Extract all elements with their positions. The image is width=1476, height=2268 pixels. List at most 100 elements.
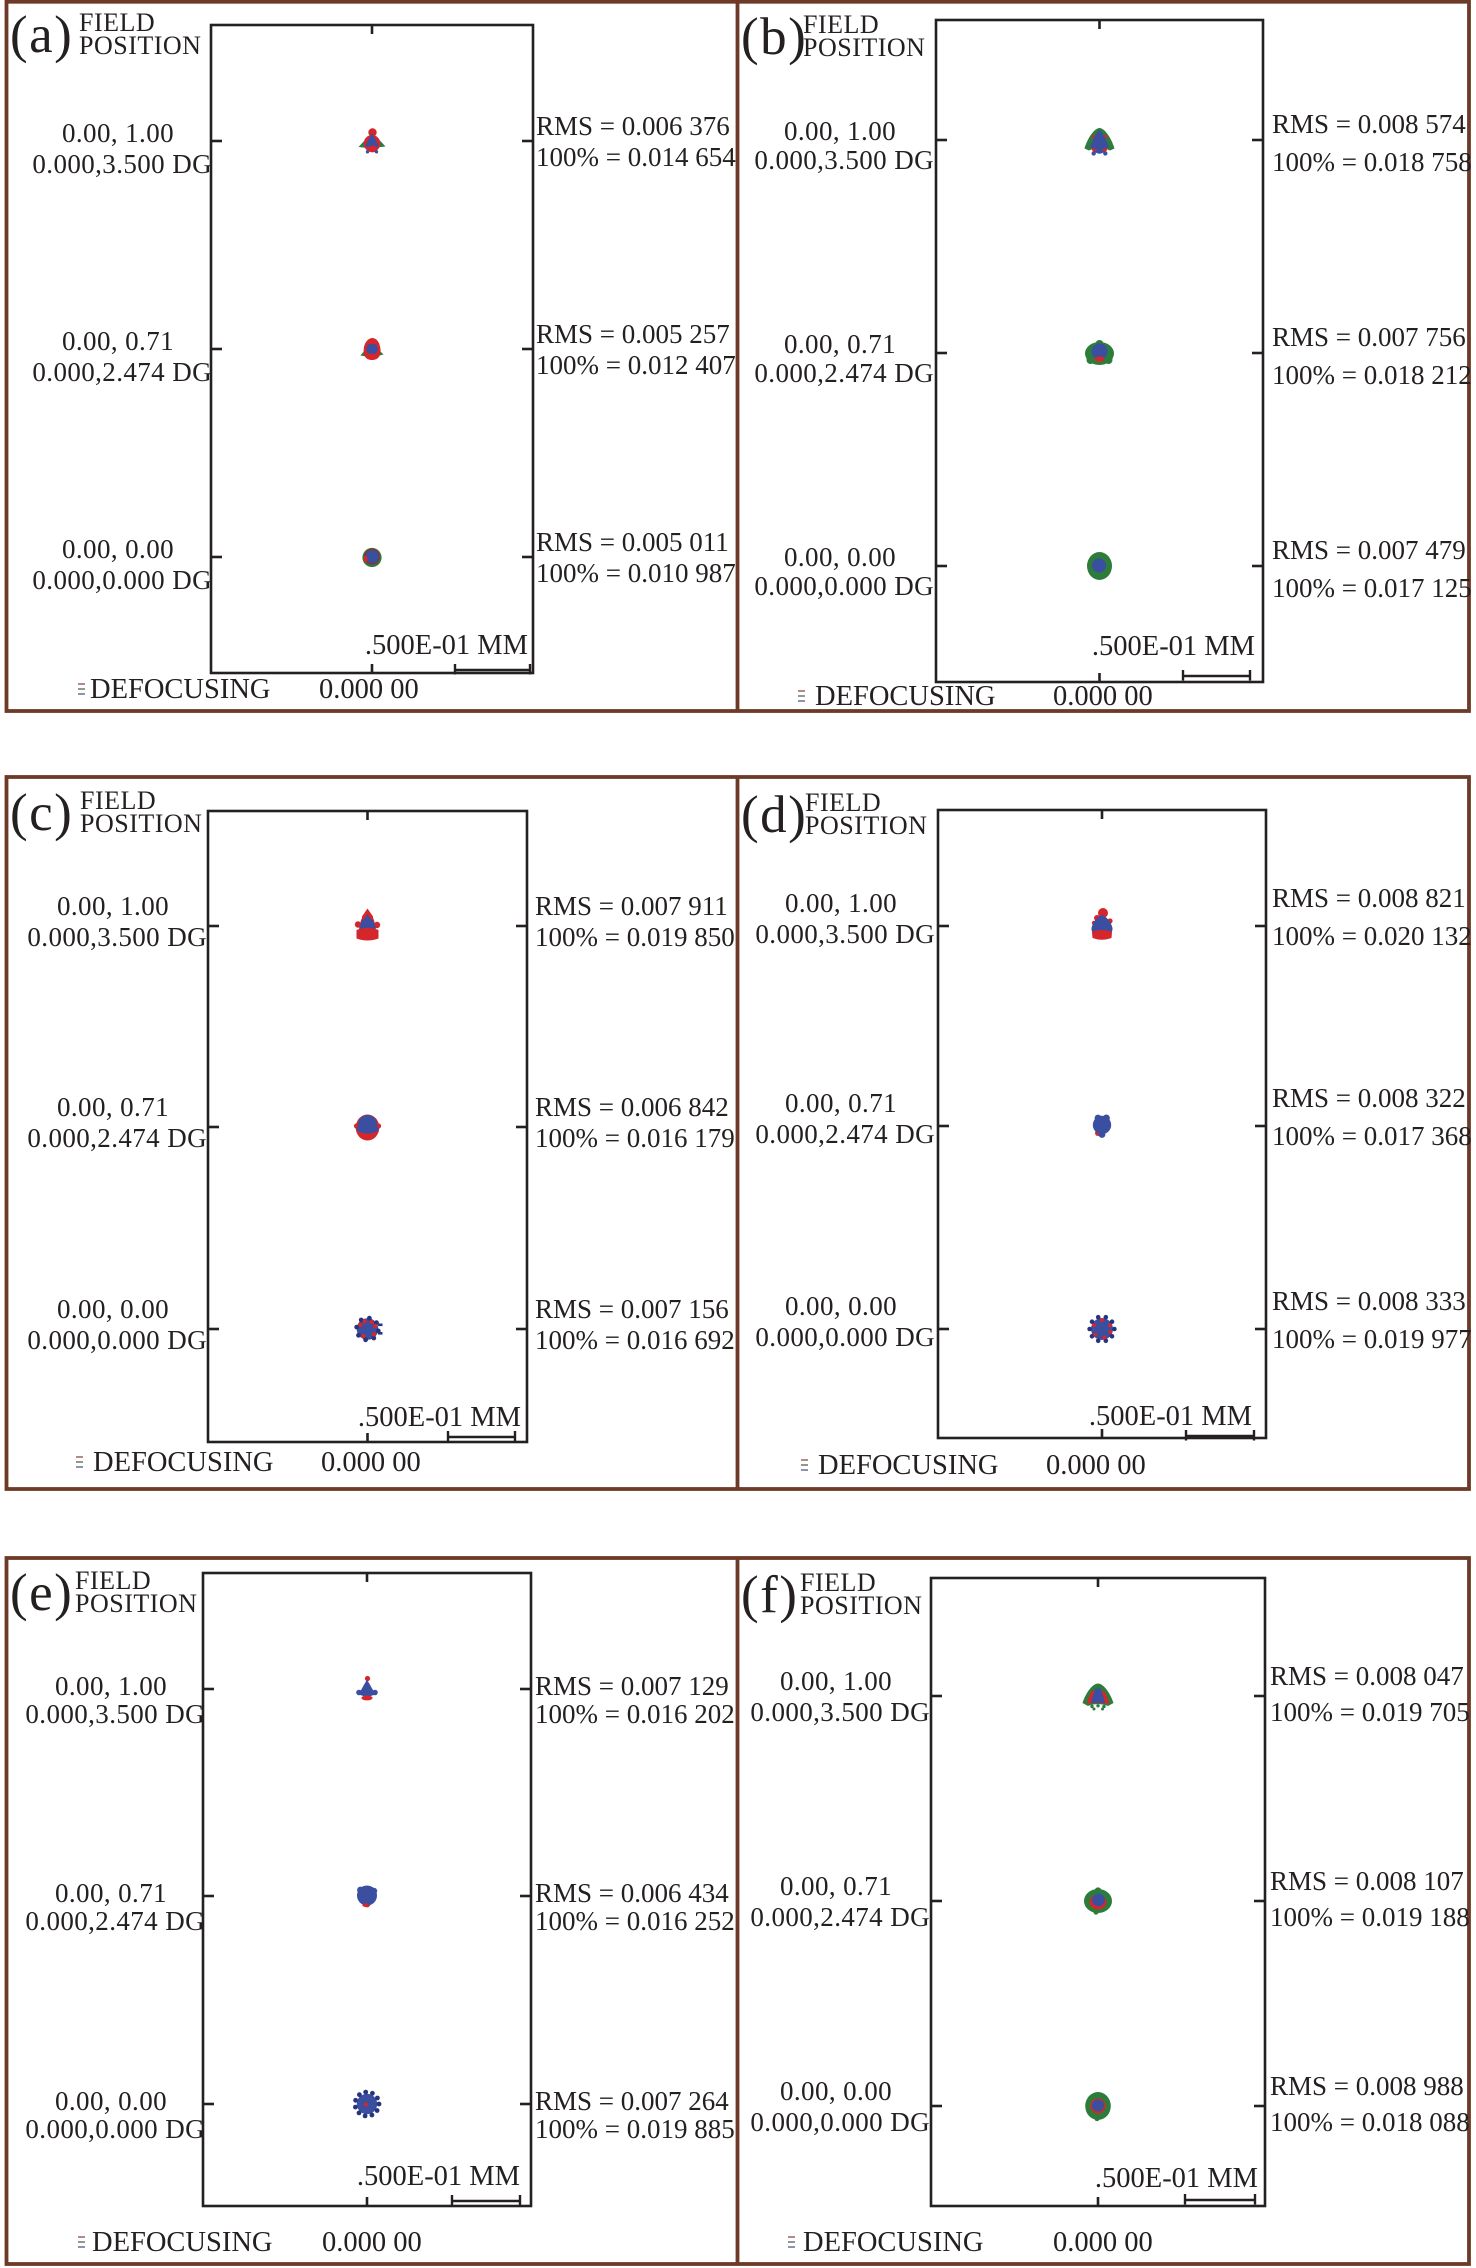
svg-text:.500E-01 MM: .500E-01 MM [1095, 2163, 1258, 2194]
svg-text:0.00, 0.00: 0.00, 0.00 [785, 1291, 897, 1321]
svg-text:RMS = 0.008 107: RMS = 0.008 107 [1270, 1866, 1464, 1896]
svg-text:0.000 00: 0.000 00 [1053, 2227, 1153, 2258]
svg-text:0.00, 0.00: 0.00, 0.00 [784, 542, 896, 572]
svg-text:0.00, 1.00: 0.00, 1.00 [55, 1671, 167, 1701]
svg-text:DEFOCUSING: DEFOCUSING [815, 681, 996, 712]
svg-text:100% = 0.017 125: 100% = 0.017 125 [1272, 573, 1472, 603]
svg-text:(b): (b) [741, 8, 807, 66]
svg-text:0.00, 0.71: 0.00, 0.71 [784, 329, 896, 359]
svg-text:100% = 0.012 407: 100% = 0.012 407 [536, 350, 736, 380]
svg-text:0.00, 0.00: 0.00, 0.00 [55, 2086, 167, 2116]
svg-text:POSITION: POSITION [75, 1589, 197, 1618]
svg-text:0.000 00: 0.000 00 [319, 674, 419, 705]
svg-text:0.00, 0.00: 0.00, 0.00 [57, 1294, 169, 1324]
svg-text:100% = 0.017 368: 100% = 0.017 368 [1272, 1121, 1472, 1151]
svg-text:0.000,3.500 DG: 0.000,3.500 DG [32, 149, 212, 179]
svg-text:RMS = 0.007 156: RMS = 0.007 156 [535, 1294, 729, 1324]
svg-text:0.00, 0.71: 0.00, 0.71 [785, 1088, 897, 1118]
svg-text:FIELD: FIELD [80, 786, 156, 815]
svg-text:0.000,2.474 DG: 0.000,2.474 DG [754, 358, 934, 388]
svg-text:0.00, 1.00: 0.00, 1.00 [780, 1666, 892, 1696]
svg-text:0.00, 1.00: 0.00, 1.00 [784, 116, 896, 146]
svg-text:0.000,3.500 DG: 0.000,3.500 DG [25, 1699, 205, 1729]
svg-text:0.000,0.000 DG: 0.000,0.000 DG [32, 565, 212, 595]
svg-text:(a): (a) [10, 6, 73, 64]
svg-text:POSITION: POSITION [80, 809, 202, 838]
svg-text:(f): (f) [741, 1566, 798, 1624]
svg-text:RMS = 0.008 333: RMS = 0.008 333 [1272, 1286, 1466, 1316]
svg-text:0.000 00: 0.000 00 [1046, 1450, 1146, 1481]
svg-text:0.000 00: 0.000 00 [321, 1447, 421, 1478]
svg-text:0.00, 0.71: 0.00, 0.71 [62, 326, 174, 356]
svg-text:.500E-01 MM: .500E-01 MM [1092, 631, 1255, 662]
svg-text:POSITION: POSITION [79, 31, 201, 60]
svg-text:0.000,3.500 DG: 0.000,3.500 DG [27, 922, 207, 952]
svg-text:0.000,3.500 DG: 0.000,3.500 DG [754, 145, 934, 175]
svg-text:0.00, 0.00: 0.00, 0.00 [780, 2076, 892, 2106]
svg-text:DEFOCUSING: DEFOCUSING [90, 674, 271, 705]
svg-text:FIELD: FIELD [803, 10, 879, 39]
svg-text:0.000,0.000 DG: 0.000,0.000 DG [755, 1322, 935, 1352]
svg-text:RMS = 0.007 911: RMS = 0.007 911 [535, 891, 728, 921]
svg-text:100% = 0.010 987: 100% = 0.010 987 [536, 558, 736, 588]
svg-text:100% = 0.018 212: 100% = 0.018 212 [1272, 360, 1472, 390]
svg-text:0.00, 1.00: 0.00, 1.00 [785, 888, 897, 918]
svg-text:RMS = 0.005 011: RMS = 0.005 011 [536, 527, 729, 557]
svg-text:100% = 0.016 179: 100% = 0.016 179 [535, 1123, 735, 1153]
svg-text:POSITION: POSITION [800, 1591, 922, 1620]
svg-text:100% = 0.019 188: 100% = 0.019 188 [1270, 1902, 1470, 1932]
svg-text:FIELD: FIELD [75, 1566, 151, 1595]
svg-text:0.000,0.000 DG: 0.000,0.000 DG [754, 571, 934, 601]
svg-text:100% = 0.014 654: 100% = 0.014 654 [536, 142, 736, 172]
svg-text:FIELD: FIELD [800, 1568, 876, 1597]
svg-text:100% = 0.019 977: 100% = 0.019 977 [1272, 1324, 1472, 1354]
svg-text:0.000,2.474 DG: 0.000,2.474 DG [25, 1906, 205, 1936]
svg-text:RMS = 0.006 376: RMS = 0.006 376 [536, 111, 730, 141]
svg-text:(e): (e) [10, 1564, 73, 1622]
svg-text:0.00, 1.00: 0.00, 1.00 [57, 891, 169, 921]
svg-text:FIELD: FIELD [805, 788, 881, 817]
svg-text:RMS = 0.007 129: RMS = 0.007 129 [535, 1671, 729, 1701]
svg-text:100% = 0.019 850: 100% = 0.019 850 [535, 922, 735, 952]
svg-text:0.000,0.000 DG: 0.000,0.000 DG [27, 1325, 207, 1355]
svg-text:.500E-01 MM: .500E-01 MM [357, 2161, 520, 2192]
svg-text:.500E-01 MM: .500E-01 MM [358, 1402, 521, 1433]
svg-text:0.00, 0.00: 0.00, 0.00 [62, 534, 174, 564]
svg-text:100% = 0.020 132: 100% = 0.020 132 [1272, 921, 1472, 951]
svg-text:RMS = 0.008 821: RMS = 0.008 821 [1272, 883, 1466, 913]
svg-text:RMS = 0.006 842: RMS = 0.006 842 [535, 1092, 729, 1122]
svg-text:RMS = 0.005 257: RMS = 0.005 257 [536, 319, 730, 349]
svg-text:0.00, 0.71: 0.00, 0.71 [57, 1092, 169, 1122]
svg-text:RMS = 0.007 264: RMS = 0.007 264 [535, 2086, 729, 2116]
svg-text:DEFOCUSING: DEFOCUSING [92, 2227, 273, 2258]
svg-text:.500E-01 MM: .500E-01 MM [1089, 1401, 1252, 1432]
svg-text:100% = 0.016 692: 100% = 0.016 692 [535, 1325, 735, 1355]
svg-text:100% = 0.018 088: 100% = 0.018 088 [1270, 2107, 1470, 2137]
svg-text:RMS = 0.007 756: RMS = 0.007 756 [1272, 322, 1466, 352]
svg-text:0.000,2.474 DG: 0.000,2.474 DG [755, 1119, 935, 1149]
svg-text:(d): (d) [741, 786, 807, 844]
svg-text:0.000,2.474 DG: 0.000,2.474 DG [750, 1902, 930, 1932]
svg-text:0.00, 0.71: 0.00, 0.71 [55, 1878, 167, 1908]
svg-text:DEFOCUSING: DEFOCUSING [93, 1447, 274, 1478]
svg-text:0.000,3.500 DG: 0.000,3.500 DG [755, 919, 935, 949]
svg-text:RMS = 0.008 047: RMS = 0.008 047 [1270, 1661, 1464, 1691]
svg-text:0.000,0.000 DG: 0.000,0.000 DG [25, 2114, 205, 2144]
svg-text:0.000,0.000 DG: 0.000,0.000 DG [750, 2107, 930, 2137]
svg-text:DEFOCUSING: DEFOCUSING [818, 1450, 999, 1481]
svg-text:RMS = 0.007 479: RMS = 0.007 479 [1272, 535, 1466, 565]
svg-text:RMS = 0.008 574: RMS = 0.008 574 [1272, 109, 1466, 139]
svg-text:FIELD: FIELD [79, 8, 155, 37]
svg-text:0.000,2.474 DG: 0.000,2.474 DG [32, 357, 212, 387]
svg-text:0.000 00: 0.000 00 [322, 2227, 422, 2258]
svg-text:RMS = 0.006 434: RMS = 0.006 434 [535, 1878, 729, 1908]
svg-text:(c): (c) [10, 784, 73, 842]
svg-text:0.00, 1.00: 0.00, 1.00 [62, 118, 174, 148]
svg-text:POSITION: POSITION [803, 33, 925, 62]
svg-text:0.000,2.474 DG: 0.000,2.474 DG [27, 1123, 207, 1153]
svg-text:RMS = 0.008 322: RMS = 0.008 322 [1272, 1083, 1466, 1113]
svg-text:0.00, 0.71: 0.00, 0.71 [780, 1871, 892, 1901]
svg-text:RMS = 0.008 988: RMS = 0.008 988 [1270, 2071, 1464, 2101]
svg-text:100% = 0.019 885: 100% = 0.019 885 [535, 2114, 735, 2144]
svg-text:100% = 0.018 758: 100% = 0.018 758 [1272, 147, 1472, 177]
